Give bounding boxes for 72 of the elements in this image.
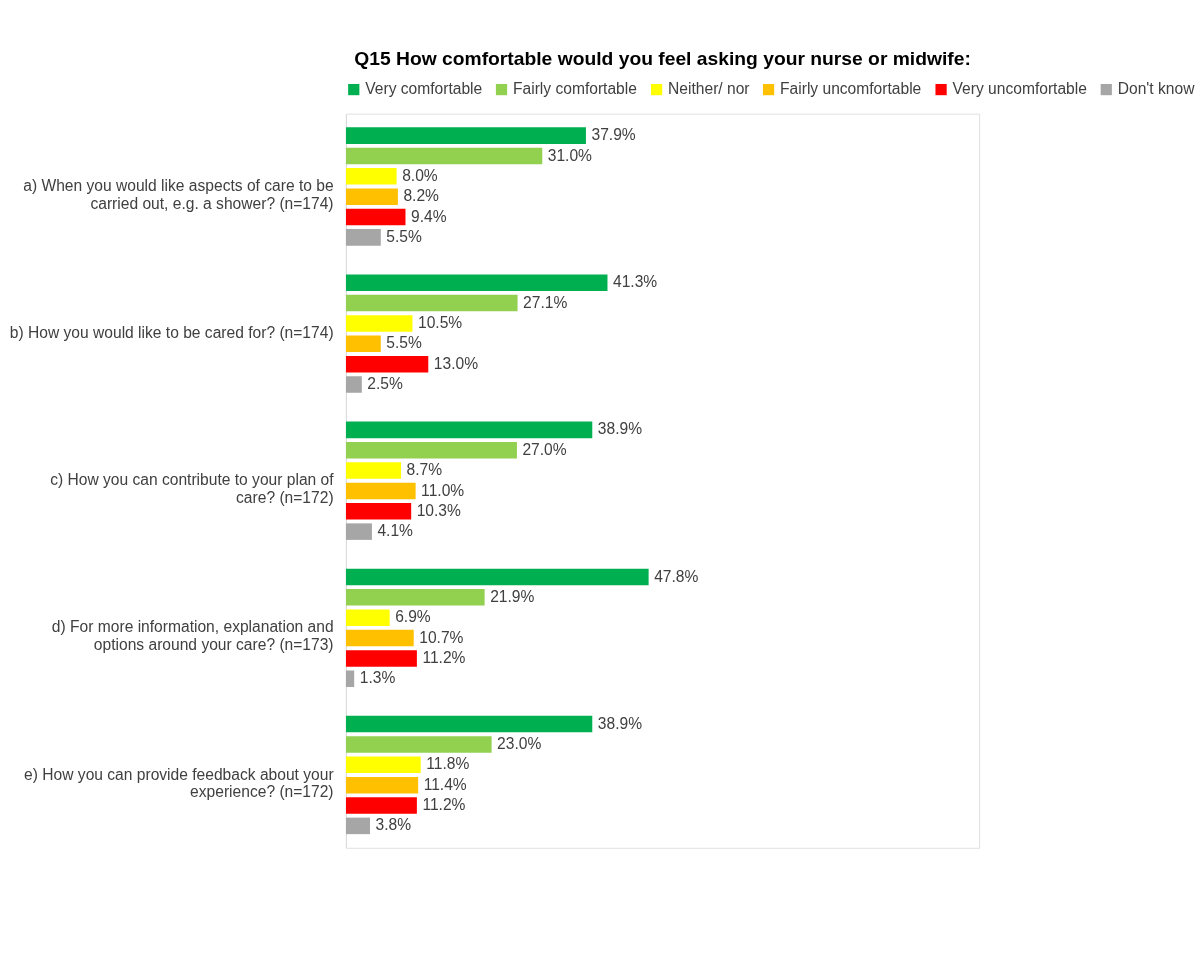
bar [345, 315, 413, 332]
bar [345, 274, 608, 291]
bar [345, 441, 517, 459]
legend-label: Fairly comfortable [512, 80, 637, 98]
bar [345, 797, 417, 814]
data-label: 6.9% [395, 608, 431, 626]
bar [345, 523, 372, 540]
legend-label: Very uncomfortable [952, 80, 1087, 98]
data-label: 2.5% [367, 375, 403, 393]
bar [345, 462, 402, 479]
bar [345, 376, 362, 393]
bar [345, 776, 419, 794]
bar [345, 147, 543, 165]
data-label: 31.0% [547, 146, 593, 164]
data-label: 5.5% [386, 334, 422, 352]
y-tick-label: b) How you would like to be cared for? (n=174) [9, 324, 334, 342]
bar [345, 736, 492, 753]
data-label: 10.3% [416, 501, 462, 519]
data-label: 11.0% [421, 481, 465, 499]
bar [345, 568, 649, 586]
data-label: 11.2% [422, 796, 466, 814]
data-label: 8.0% [402, 166, 438, 184]
bar [345, 715, 593, 733]
data-label: 9.4% [410, 207, 447, 225]
bar [345, 609, 390, 626]
bar [345, 817, 371, 835]
data-label: 3.8% [375, 816, 412, 834]
data-label: 8.2% [403, 187, 440, 205]
bar [345, 589, 485, 606]
bar [345, 188, 398, 205]
data-label: 47.8% [654, 567, 699, 585]
chart-title: Q15 How comfortable would you feel asking your nurse or midwife: [354, 48, 971, 70]
data-label: 4.1% [377, 522, 414, 540]
bar [345, 756, 421, 774]
data-label: 27.1% [523, 293, 568, 311]
bar [345, 355, 429, 373]
data-label: 5.5% [386, 227, 422, 245]
data-label: 38.9% [597, 714, 643, 732]
data-label: 1.3% [359, 669, 396, 687]
bar [345, 421, 593, 439]
data-label: 23.0% [497, 735, 542, 753]
bar [345, 229, 381, 246]
bar [345, 503, 412, 520]
data-label: 13.0% [433, 354, 479, 372]
bar [345, 482, 416, 500]
legend-label: Don't know [1117, 80, 1196, 98]
y-tick-label: e) How you can provide feedback about your experience? (n=172) [24, 765, 334, 801]
data-label: 11.8% [426, 755, 470, 773]
data-label: 27.0% [522, 440, 567, 458]
bar [345, 294, 518, 312]
bar [345, 670, 355, 688]
data-label: 37.9% [591, 126, 636, 144]
data-label: 41.3% [612, 273, 658, 291]
y-tick-label: c) How you can contribute to your plan of care? (n=172) [50, 471, 335, 506]
data-label: 21.9% [490, 587, 535, 605]
bar [345, 127, 586, 144]
legend-label: Neither/ nor [668, 80, 750, 98]
bar [345, 335, 381, 353]
data-label: 11.2% [422, 648, 466, 666]
data-label: 10.7% [419, 628, 464, 646]
bar [345, 650, 417, 667]
y-tick-label: a) When you would like aspects of care to be carried out, e.g. a shower? (n=174) [23, 177, 334, 212]
legend-label: Fairly uncomfortable [780, 80, 922, 98]
legend-label: Very comfortable [365, 80, 483, 98]
y-tick-label: d) For more information, explanation and options around your care? (n=173) [51, 618, 334, 653]
data-label: 38.9% [597, 420, 643, 438]
bar [345, 168, 397, 185]
bar [345, 629, 414, 647]
data-label: 11.4% [423, 775, 467, 793]
data-label: 8.7% [406, 461, 443, 479]
bar [345, 208, 406, 226]
data-label: 10.5% [417, 314, 463, 332]
